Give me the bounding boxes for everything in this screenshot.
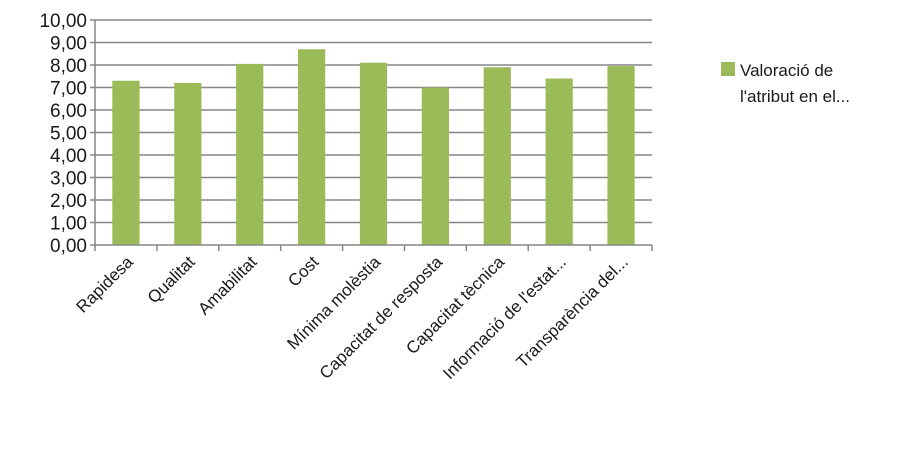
bar xyxy=(236,63,264,245)
bar xyxy=(483,67,511,245)
bar xyxy=(297,49,326,245)
y-tick-label: 8,00 xyxy=(50,56,87,77)
bars xyxy=(112,49,635,245)
legend: Valoració de l'atribut en el... xyxy=(721,61,850,106)
y-tick-label: 6,00 xyxy=(50,101,87,122)
y-tick-label: 1,00 xyxy=(50,214,87,235)
x-tick-label: Transparència del... xyxy=(513,252,632,371)
bar xyxy=(607,66,635,245)
y-tick-label: 5,00 xyxy=(50,124,87,145)
x-tick-label: Amabilitat xyxy=(194,252,260,318)
legend-label: Valoració de xyxy=(740,61,833,80)
y-tick-label: 0,00 xyxy=(50,236,87,257)
x-tick-label: Rapidesa xyxy=(73,252,138,317)
y-tick-label: 2,00 xyxy=(50,191,87,212)
y-tick-label: 3,00 xyxy=(50,169,87,190)
y-tick-label: 7,00 xyxy=(50,79,87,100)
legend-swatch xyxy=(721,62,735,76)
x-tick-label: Informació de l'estat... xyxy=(439,252,570,383)
y-tick-labels: 0,001,002,003,004,005,006,007,008,009,00… xyxy=(39,11,87,257)
bar xyxy=(545,78,573,245)
bar xyxy=(421,87,450,245)
y-tick-label: 9,00 xyxy=(50,34,87,55)
legend-label: l'atribut en el... xyxy=(740,87,850,106)
y-tick-label: 4,00 xyxy=(50,146,87,167)
x-tick-label: Qualitat xyxy=(144,252,199,307)
x-tick-label: Cost xyxy=(284,252,322,290)
bar xyxy=(112,80,140,245)
bar xyxy=(359,62,388,245)
bar xyxy=(174,83,202,245)
x-tick-label: Capacitat de resposta xyxy=(316,252,447,383)
axes xyxy=(90,19,653,251)
y-tick-label: 10,00 xyxy=(39,11,87,32)
